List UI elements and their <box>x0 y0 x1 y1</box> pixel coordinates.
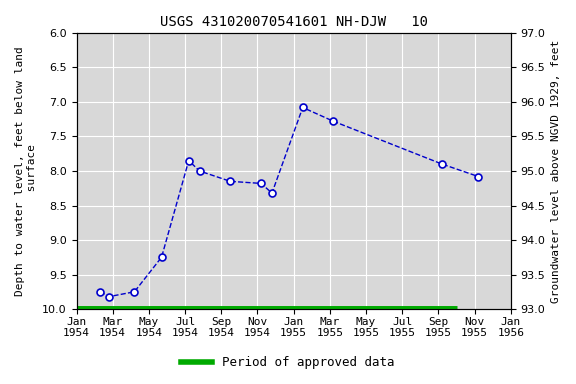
Legend: Period of approved data: Period of approved data <box>176 351 400 374</box>
Y-axis label: Groundwater level above NGVD 1929, feet: Groundwater level above NGVD 1929, feet <box>551 40 561 303</box>
Y-axis label: Depth to water level, feet below land
 surface: Depth to water level, feet below land su… <box>15 46 37 296</box>
Title: USGS 431020070541601 NH-DJW   10: USGS 431020070541601 NH-DJW 10 <box>160 15 427 29</box>
